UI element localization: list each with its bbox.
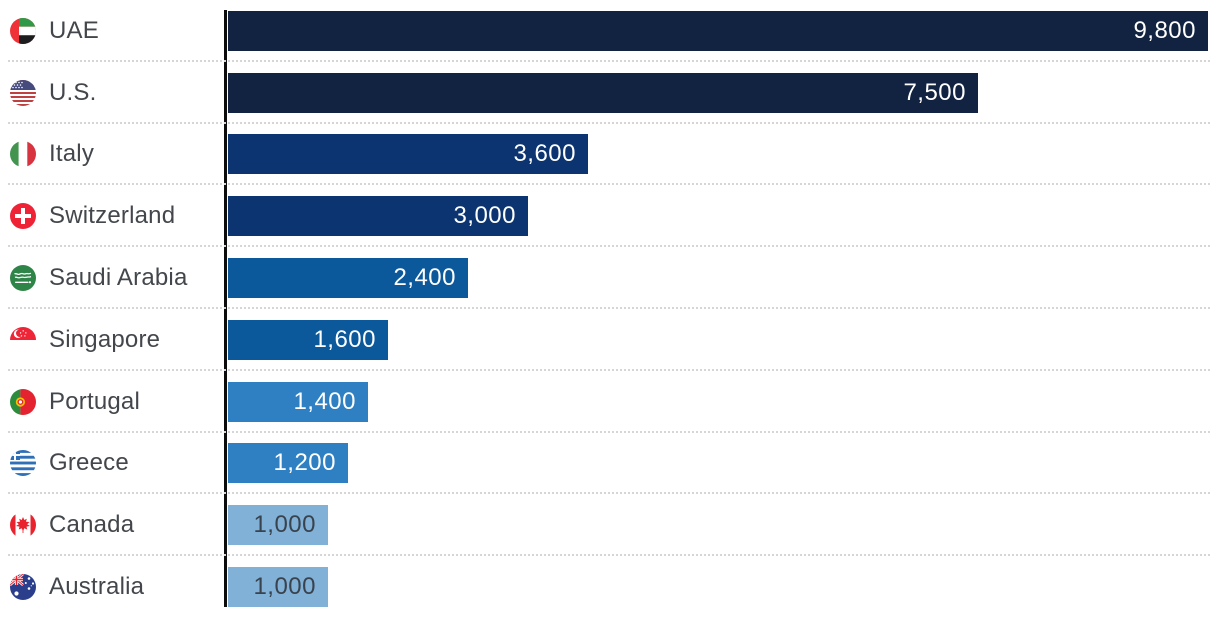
category-label-group: Italy [10, 140, 94, 168]
chart-row: U.S. 7,500 [0, 62, 1220, 124]
category-label-group: Singapore [10, 326, 160, 354]
category-label-group: Saudi Arabia [10, 264, 188, 292]
value-bar: 2,400 [228, 258, 468, 299]
country-label: Canada [49, 511, 135, 539]
greece-flag-icon [10, 450, 36, 477]
country-label: Singapore [49, 325, 161, 353]
row-separator [8, 183, 1210, 186]
portugal-flag-icon [10, 388, 36, 415]
category-label-group: UAE [10, 17, 99, 45]
swiss-flag-icon [10, 203, 36, 230]
country-label: Switzerland [49, 202, 176, 230]
uae-flag-icon [10, 17, 36, 44]
value-bar: 1,200 [228, 443, 348, 484]
chart-row: Greece 1,200 [0, 433, 1220, 495]
value-bar: 1,600 [228, 319, 388, 360]
row-separator [8, 492, 1210, 495]
row-separator [8, 554, 1210, 557]
country-label: Saudi Arabia [49, 264, 188, 292]
bar-value-label: 9,800 [1133, 16, 1196, 44]
bar-value-label: 3,000 [453, 202, 516, 230]
category-label-group: Portugal [10, 388, 140, 416]
value-bar: 7,500 [228, 72, 978, 113]
country-label: UAE [49, 16, 99, 44]
country-label: U.S. [49, 78, 97, 106]
category-label-group: Switzerland [10, 202, 175, 230]
bar-value-label: 1,000 [253, 511, 316, 539]
category-label-group: Australia [10, 573, 144, 601]
chart-row: Singapore 1,600 [0, 309, 1220, 371]
saudi-flag-icon [10, 265, 36, 292]
category-label-group: Greece [10, 449, 129, 477]
chart-row: Switzerland 3,000 [0, 185, 1220, 248]
bar-value-label: 2,400 [393, 264, 456, 292]
chart-row: Canada 1,000 [0, 494, 1220, 557]
row-separator [8, 430, 1210, 433]
value-bar: 1,000 [228, 505, 328, 546]
bar-value-label: 3,600 [513, 140, 576, 168]
value-bar: 1,000 [228, 567, 328, 608]
bar-value-label: 1,400 [293, 387, 356, 415]
country-label: Portugal [49, 387, 140, 415]
country-label: Australia [49, 573, 145, 601]
chart-row: Saudi Arabia 2,400 [0, 247, 1220, 309]
row-separator [8, 121, 1210, 124]
chart-row: UAE 9,800 [0, 0, 1220, 62]
country-label: Greece [49, 449, 129, 477]
bar-value-label: 7,500 [903, 78, 966, 106]
bar-value-label: 1,200 [273, 449, 336, 477]
row-separator [8, 368, 1210, 371]
category-label-group: Canada [10, 511, 134, 539]
value-bar: 1,400 [228, 381, 368, 422]
country-label: Italy [49, 140, 95, 168]
value-bar: 9,800 [228, 10, 1208, 51]
value-bar: 3,000 [228, 196, 528, 237]
us-flag-icon [10, 79, 36, 106]
value-bar: 3,600 [228, 134, 588, 175]
row-separator [8, 306, 1210, 309]
chart-row: Portugal 1,400 [0, 371, 1220, 433]
category-label-group: U.S. [10, 79, 96, 107]
canada-flag-icon [10, 512, 36, 539]
chart-row: Australia 1,000 [0, 556, 1220, 618]
italy-flag-icon [10, 141, 36, 168]
chart-row: Italy 3,600 [0, 124, 1220, 186]
bar-value-label: 1,600 [313, 325, 376, 353]
row-separator [8, 245, 1210, 248]
row-separator [8, 59, 1210, 62]
singapore-flag-icon [10, 326, 36, 353]
bar-value-label: 1,000 [253, 573, 316, 601]
australia-flag-icon [10, 574, 36, 601]
